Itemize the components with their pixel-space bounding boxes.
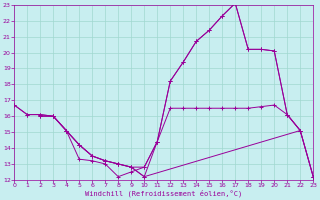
X-axis label: Windchill (Refroidissement éolien,°C): Windchill (Refroidissement éolien,°C) [85, 190, 242, 197]
